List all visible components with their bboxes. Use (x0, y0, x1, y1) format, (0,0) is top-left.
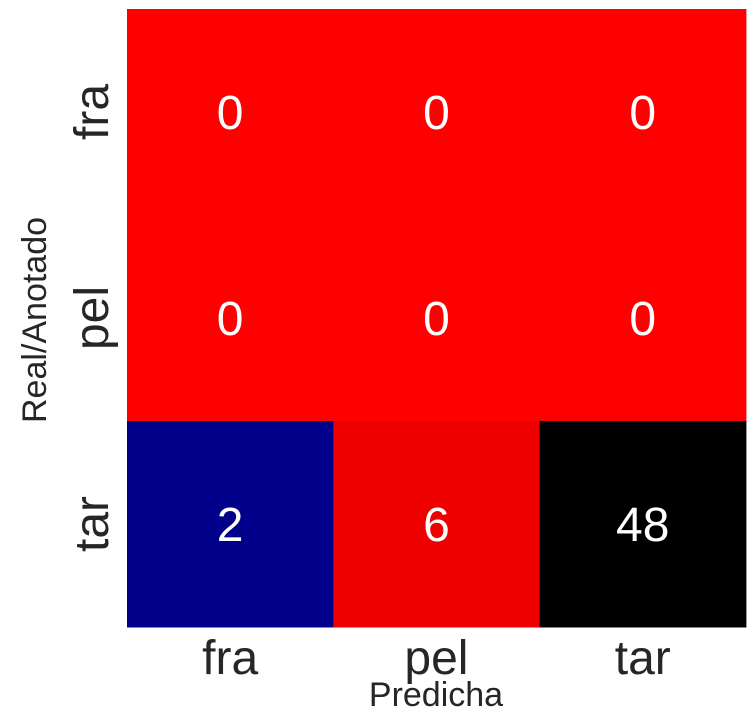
heatmap-cells (127, 9, 747, 628)
cell-value-label: 6 (423, 499, 450, 552)
heatmap-cell-pel-pel (333, 215, 541, 422)
x-tick-label: pel (404, 632, 468, 685)
x-tick-label: tar (615, 632, 671, 685)
cell-value-label: 0 (629, 293, 656, 346)
heatmap-cell-fra-fra (127, 9, 334, 216)
cell-value-label: 0 (217, 87, 244, 140)
cell-value-label: 0 (423, 87, 450, 140)
heatmap-cell-labels: 0 0 0 0 0 0 2 6 48 (217, 87, 670, 552)
cell-value-label: 0 (629, 87, 656, 140)
x-axis-title: Predicha (369, 676, 503, 714)
y-tick-label: fra (66, 84, 119, 140)
cell-value-label: 48 (616, 499, 669, 552)
cell-value-label: 0 (423, 293, 450, 346)
y-tick-label: tar (66, 496, 119, 552)
y-axis-title: Real/Anotado (16, 217, 54, 423)
heatmap-cell-pel-fra (127, 215, 334, 422)
heatmap-cell-tar-fra (127, 421, 334, 628)
heatmap-cell-pel-tar (539, 215, 747, 422)
y-tick-label: pel (66, 286, 119, 350)
heatmap-cell-fra-tar (539, 9, 747, 216)
y-tick-labels: fra pel tar (66, 84, 119, 552)
x-tick-label: fra (202, 632, 258, 685)
x-tick-labels: fra pel tar (202, 632, 671, 685)
cell-value-label: 0 (217, 293, 244, 346)
heatmap-cell-fra-pel (333, 9, 541, 216)
cell-value-label: 2 (217, 499, 244, 552)
heatmap-cell-tar-tar (539, 421, 747, 628)
heatmap-cell-tar-pel (333, 421, 541, 628)
